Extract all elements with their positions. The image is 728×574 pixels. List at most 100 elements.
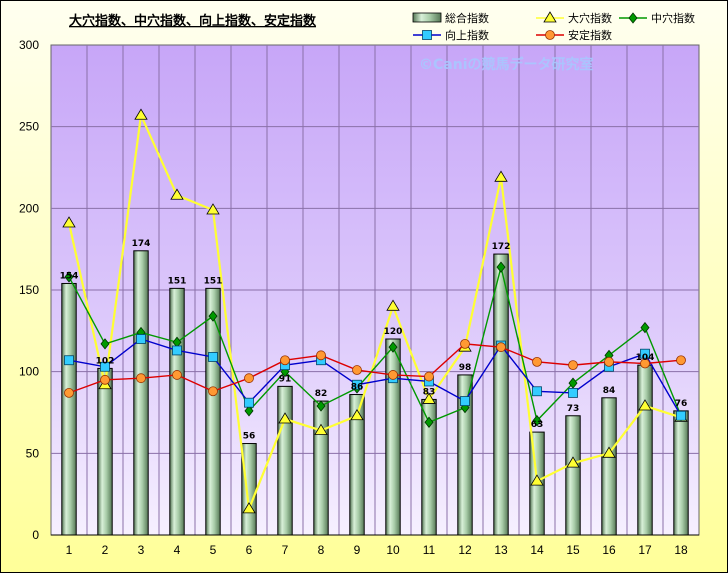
x-tick-label: 18 [674,543,688,557]
point-marker [244,373,254,384]
point-marker [388,370,398,380]
chart-title: 大穴指数、中穴指数、向上指数、安定指数 [69,13,317,29]
point-marker [638,399,652,411]
point-marker [136,373,146,384]
bar [61,282,77,536]
point-marker [316,400,326,412]
bar-series [61,250,689,536]
bar-data-label: 63 [531,420,544,430]
point-marker [242,502,256,514]
point-marker [352,365,362,375]
x-tick-label: 8 [318,543,325,557]
point-marker [208,352,218,362]
point-marker [628,12,638,24]
legend-label: 大穴指数 [568,11,612,25]
bar-data-label: 102 [96,356,115,366]
point-marker [566,456,580,468]
point-marker [496,261,506,273]
bar-data-label: 154 [60,271,79,281]
bar-data-label: 56 [243,432,256,442]
x-tick-label: 5 [210,543,217,557]
point-marker [676,410,686,421]
x-tick-label: 11 [423,543,436,557]
legend-entry: 大穴指数 [536,11,612,25]
point-marker [568,387,578,398]
x-tick-label: 10 [386,543,400,557]
point-marker [244,397,254,408]
bar [241,443,257,536]
bar-data-label: 82 [315,389,328,399]
legend-label: 向上指数 [445,28,489,42]
bar [277,385,293,536]
point-marker [206,203,220,215]
series-line [68,266,682,424]
point-marker [640,358,650,369]
legend-swatch [412,12,442,23]
bar [565,415,581,536]
bar-data-label: 104 [636,353,655,363]
x-tick-label: 3 [138,543,145,557]
bar [673,410,689,536]
series-line [68,338,682,417]
bar [385,338,401,536]
legend-entry: 安定指数 [536,28,612,42]
series-line [67,111,682,510]
point-marker [532,415,542,427]
point-marker [496,342,506,353]
data-labels: 154 102 174 151 151 56 91 82 86 120 83 98 172 63 73 84 1… [60,239,688,442]
point-marker [602,446,616,458]
x-tick-label: 2 [102,543,109,557]
x-tick-label: 15 [566,543,580,557]
point-marker [64,355,74,366]
point-marker [543,11,557,23]
point-marker [422,392,436,404]
y-tick-label: 50 [26,446,40,460]
x-tick-label: 17 [638,543,652,557]
bar-data-label: 174 [132,239,151,249]
point-marker [676,355,686,366]
bar-data-label: 83 [423,387,436,397]
point-marker [172,345,182,356]
legend-label: 安定指数 [568,28,612,42]
point-marker [460,338,470,349]
legend-entry: 総合指数 [412,11,489,25]
point-marker [100,338,110,350]
bar [313,400,329,536]
point-marker [640,321,650,334]
x-tick-label: 1 [66,543,73,557]
bar-data-label: 91 [279,374,292,384]
x-tick-label: 13 [494,543,508,557]
point-marker [316,350,326,361]
point-marker [545,30,555,40]
point-marker [134,108,148,120]
series-line [68,343,682,394]
bar [637,364,653,536]
point-marker [244,405,254,417]
point-marker [100,374,110,385]
bar [97,367,113,536]
point-marker [352,379,362,390]
x-tick-label: 14 [530,543,544,557]
point-marker [494,170,508,182]
x-tick-label: 9 [354,543,361,557]
point-marker [278,412,292,424]
line-series [62,108,688,514]
x-tick-label: 4 [174,543,181,557]
point-marker [172,370,182,380]
bar [205,287,221,536]
point-marker [64,271,74,283]
bar-data-label: 98 [459,363,472,373]
point-marker [568,360,578,371]
bar-data-label: 76 [675,399,688,409]
x-tick-label: 7 [282,543,289,557]
point-marker [532,386,542,397]
x-tick-label: 12 [458,543,472,557]
point-marker [386,299,400,311]
legend-entry: 中穴指数 [619,11,695,25]
point-marker [424,416,434,428]
y-tick-label: 150 [19,283,39,297]
y-tick-label: 0 [32,528,39,542]
y-tick-label: 200 [19,201,39,215]
bar-data-label: 84 [603,386,616,396]
